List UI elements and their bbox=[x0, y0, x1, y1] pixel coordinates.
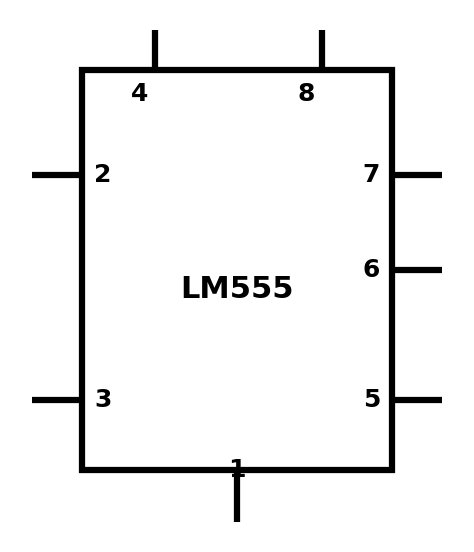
Text: 1: 1 bbox=[228, 458, 246, 482]
Text: LM555: LM555 bbox=[180, 275, 294, 305]
Text: 6: 6 bbox=[363, 258, 380, 282]
Text: 3: 3 bbox=[94, 388, 111, 412]
Text: 2: 2 bbox=[94, 163, 111, 187]
Text: 4: 4 bbox=[131, 82, 148, 106]
Text: 8: 8 bbox=[298, 82, 315, 106]
Text: 7: 7 bbox=[363, 163, 380, 187]
Bar bbox=[82, 70, 392, 470]
Text: 5: 5 bbox=[363, 388, 380, 412]
